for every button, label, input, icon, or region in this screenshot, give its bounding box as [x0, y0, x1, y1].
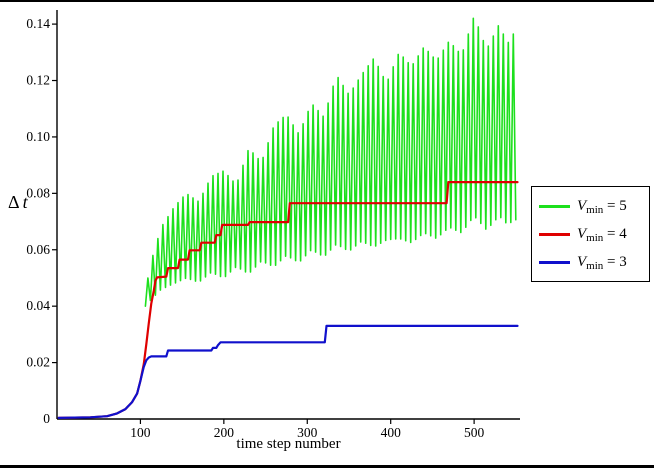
legend-item-vmin5: Vmin = 5	[532, 197, 649, 216]
series-line-2	[57, 324, 519, 419]
x-tick-label: 500	[464, 425, 485, 440]
legend-swatch-red	[539, 232, 570, 236]
legend-label: Vmin = 3	[577, 253, 627, 272]
legend: Vmin = 5 Vmin = 4 Vmin = 3	[531, 186, 650, 282]
y-tick-label: 0.08	[26, 185, 50, 200]
y-tick-label: 0.10	[26, 129, 50, 144]
x-tick-label: 200	[214, 425, 235, 440]
legend-item-vmin3: Vmin = 3	[532, 253, 649, 272]
x-tick-label: 400	[381, 425, 402, 440]
x-tick-label: 300	[297, 425, 318, 440]
y-tick-label: 0.04	[26, 298, 50, 313]
y-tick-label: 0.02	[26, 355, 50, 370]
legend-label: Vmin = 5	[577, 197, 627, 216]
y-tick-label: 0	[43, 411, 50, 426]
legend-swatch-green	[539, 204, 570, 208]
series-line-1	[57, 181, 519, 419]
y-axis-title-delta: Δ	[8, 192, 20, 212]
series-line-0	[144, 17, 517, 308]
y-axis-title-var: t	[22, 192, 28, 212]
y-tick-label: 0.14	[26, 16, 50, 31]
legend-item-vmin4: Vmin = 4	[532, 225, 649, 244]
y-tick-label: 0.06	[26, 242, 50, 257]
y-tick-label: 0.12	[26, 73, 50, 88]
legend-label: Vmin = 4	[577, 225, 627, 244]
x-tick-label: 100	[130, 425, 151, 440]
x-axis-title: time step number	[236, 436, 341, 452]
legend-swatch-blue	[539, 260, 570, 264]
